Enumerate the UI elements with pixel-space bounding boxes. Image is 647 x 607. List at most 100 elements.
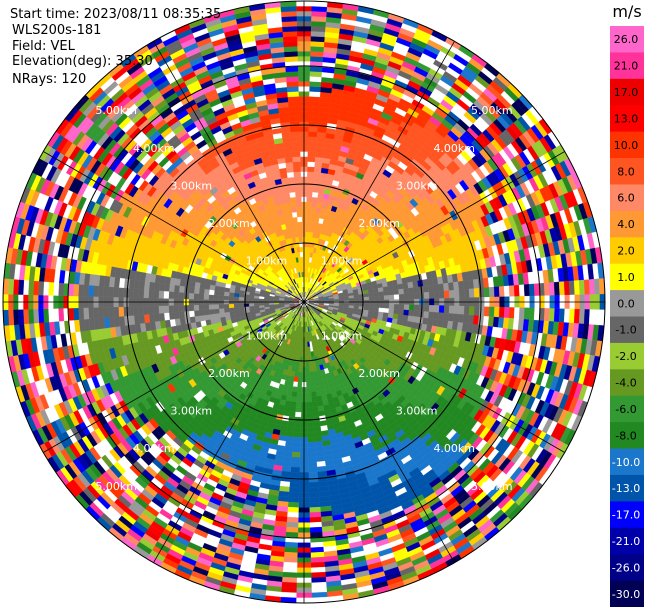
velocity-gate bbox=[283, 451, 293, 458]
velocity-gate bbox=[373, 295, 380, 301]
velocity-gate bbox=[343, 298, 350, 302]
velocity-gate bbox=[311, 396, 318, 403]
velocity-gate bbox=[388, 294, 395, 300]
velocity-gate bbox=[387, 285, 394, 292]
velocity-gate bbox=[378, 291, 385, 297]
velocity-gate bbox=[289, 481, 300, 488]
velocity-gate bbox=[285, 526, 299, 533]
velocity-gate bbox=[314, 161, 323, 168]
velocity-gate bbox=[289, 406, 296, 413]
velocity-gate bbox=[305, 346, 309, 353]
velocity-gate bbox=[310, 211, 316, 218]
velocity-gate bbox=[305, 231, 310, 238]
velocity-gate bbox=[305, 371, 311, 378]
velocity-gate bbox=[308, 366, 314, 373]
velocity-gate bbox=[578, 309, 585, 325]
velocity-gate bbox=[284, 446, 293, 453]
velocity-gate bbox=[314, 431, 322, 438]
velocity-gate bbox=[283, 551, 298, 558]
velocity-gate bbox=[528, 283, 535, 297]
velocity-gate bbox=[498, 286, 505, 298]
velocity-gate bbox=[309, 506, 321, 513]
velocity-gate bbox=[283, 556, 298, 563]
velocity-gate bbox=[443, 290, 450, 299]
velocity-gate bbox=[309, 531, 323, 538]
velocity-gate bbox=[423, 291, 430, 300]
velocity-gate bbox=[453, 313, 460, 323]
velocity-gate bbox=[314, 441, 324, 448]
velocity-gate bbox=[383, 290, 390, 296]
velocity-gate bbox=[290, 471, 300, 478]
velocity-gate bbox=[388, 308, 395, 314]
velocity-gate bbox=[313, 421, 321, 428]
velocity-gate bbox=[478, 306, 485, 317]
velocity-gate bbox=[368, 296, 375, 301]
velocity-gate bbox=[310, 551, 325, 558]
velocity-gate bbox=[315, 451, 325, 458]
velocity-gate bbox=[453, 289, 460, 299]
velocity-gate bbox=[295, 406, 302, 413]
velocity-gate bbox=[306, 396, 313, 403]
velocity-gate bbox=[543, 282, 550, 296]
velocity-gate bbox=[308, 496, 320, 503]
velocity-gate bbox=[413, 310, 420, 318]
velocity-gate bbox=[307, 426, 315, 433]
velocity-gate bbox=[308, 491, 320, 498]
velocity-gate bbox=[284, 441, 294, 448]
velocity-gate bbox=[312, 191, 319, 198]
velocity-gate bbox=[423, 304, 430, 313]
velocity-gate bbox=[310, 381, 316, 388]
velocity-gate bbox=[292, 441, 301, 448]
velocity-gate bbox=[433, 284, 440, 292]
velocity-gate bbox=[563, 308, 570, 324]
velocity-gate bbox=[503, 285, 510, 297]
velocity-gate bbox=[543, 308, 550, 322]
velocity-gate bbox=[453, 305, 460, 315]
velocity-gate bbox=[311, 576, 327, 583]
velocity-gate bbox=[290, 401, 297, 408]
velocity-gate bbox=[508, 285, 515, 297]
velocity-gate bbox=[307, 171, 315, 178]
velocity-gate bbox=[311, 401, 318, 408]
velocity-gate bbox=[286, 426, 295, 433]
velocity-gate bbox=[309, 76, 322, 83]
velocity-gate bbox=[458, 289, 465, 299]
velocity-gate bbox=[453, 281, 460, 291]
velocity-gate bbox=[310, 51, 324, 58]
velocity-gate bbox=[523, 307, 530, 320]
velocity-gate bbox=[558, 308, 565, 323]
velocity-gate bbox=[518, 307, 525, 320]
velocity-gate bbox=[373, 303, 380, 309]
velocity-gate bbox=[308, 136, 318, 143]
velocity-gate bbox=[306, 386, 312, 393]
velocity-gate bbox=[286, 516, 299, 523]
velocity-gate bbox=[310, 206, 317, 213]
velocity-gate bbox=[305, 221, 311, 228]
velocity-gate bbox=[309, 501, 321, 508]
velocity-gate bbox=[488, 306, 495, 318]
velocity-gate bbox=[314, 436, 323, 443]
velocity-gate bbox=[308, 466, 318, 473]
velocity-gate bbox=[498, 306, 505, 318]
velocity-gate bbox=[288, 486, 300, 493]
velocity-gate bbox=[353, 294, 360, 299]
velocity-gate bbox=[348, 297, 355, 301]
velocity-gate bbox=[312, 186, 320, 193]
velocity-gate bbox=[309, 516, 322, 523]
velocity-gate bbox=[307, 166, 315, 173]
velocity-gate bbox=[289, 476, 300, 483]
velocity-gate bbox=[295, 396, 302, 403]
velocity-gate bbox=[463, 306, 470, 316]
velocity-gate bbox=[311, 581, 327, 589]
velocity-gate bbox=[291, 451, 301, 458]
velocity-gate bbox=[310, 56, 324, 63]
velocity-gate bbox=[443, 312, 450, 322]
velocity-gate bbox=[307, 436, 316, 443]
velocity-gate bbox=[458, 305, 465, 315]
velocity-gate bbox=[433, 305, 440, 313]
velocity-gate bbox=[314, 156, 324, 163]
velocity-gate bbox=[298, 361, 303, 368]
velocity-gate bbox=[363, 303, 370, 308]
velocity-gate bbox=[307, 441, 316, 448]
velocity-gate bbox=[408, 293, 415, 300]
